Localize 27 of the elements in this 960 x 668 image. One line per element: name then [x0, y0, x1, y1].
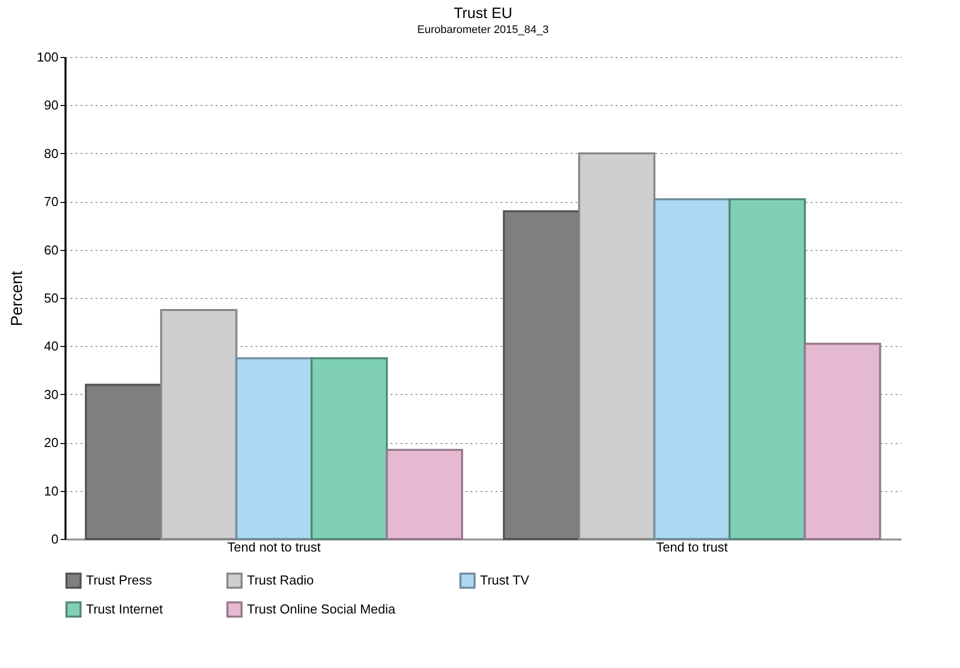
bar [804, 342, 882, 540]
bar [728, 198, 806, 540]
chart-subtitle: Eurobarometer 2015_84_3 [417, 24, 549, 36]
bar [235, 357, 313, 540]
x-tick-label: Tend not to trust [227, 540, 321, 554]
y-tick-label: 20 [44, 435, 58, 450]
y-tick-label: 10 [44, 483, 58, 498]
x-tick-label: Tend to trust [656, 540, 728, 554]
chart-title: Trust EU [454, 5, 512, 22]
y-tick-label: 100 [36, 50, 58, 64]
y-tick-label: 30 [44, 386, 58, 402]
legend-label: Trust TV [480, 572, 530, 588]
bar [386, 448, 464, 540]
y-tick-label: 50 [44, 290, 58, 306]
y-tick-label: 60 [44, 242, 58, 258]
y-tick-label: 0 [51, 532, 58, 546]
y-tick-label: 90 [44, 98, 58, 113]
y-tick-label: 70 [44, 194, 58, 210]
bar [310, 357, 388, 540]
bar [653, 198, 731, 540]
legend-label: Trust Online Social Media [247, 602, 396, 616]
legend-label: Trust Press [86, 572, 152, 588]
y-tick-label: 40 [44, 338, 58, 354]
y-axis-title: Percent [8, 270, 26, 326]
legend-label: Trust Radio [247, 572, 314, 588]
y-tick-label: 80 [44, 146, 58, 161]
legend-label: Trust Internet [86, 602, 164, 616]
